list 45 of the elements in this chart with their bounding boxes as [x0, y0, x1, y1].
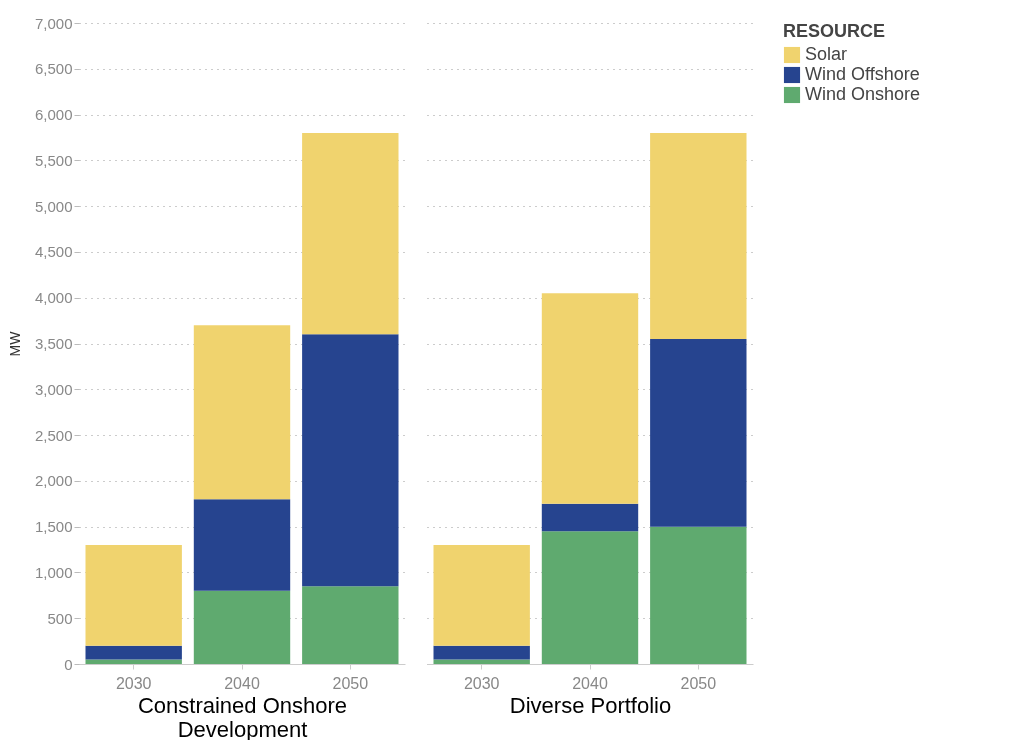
- y-tick-label: 4,000: [34, 289, 73, 307]
- y-tick-label: 0: [64, 655, 73, 673]
- bar: [85, 659, 182, 664]
- bar: [541, 503, 639, 532]
- legend-label: Solar: [805, 44, 848, 64]
- x-tick-label: 2040: [572, 674, 608, 692]
- bar: [433, 544, 530, 646]
- bar: [302, 334, 399, 587]
- bar: [85, 645, 182, 660]
- x-tick-label: 2050: [680, 674, 717, 692]
- legend-label: Wind Offshore: [805, 64, 920, 84]
- y-tick-label: 2,500: [34, 426, 73, 444]
- y-axis-title: MW: [6, 330, 23, 357]
- y-tick-label: 5,000: [34, 197, 73, 215]
- y-tick-label: 1,500: [34, 518, 73, 536]
- y-tick-label: 4,500: [34, 243, 73, 261]
- bar: [193, 325, 291, 500]
- y-tick-label: 3,500: [34, 335, 73, 352]
- y-tick-label: 2,000: [34, 472, 73, 490]
- bar: [302, 586, 399, 664]
- y-tick-label: 6,000: [34, 106, 73, 124]
- bar: [650, 526, 747, 664]
- bar: [85, 544, 182, 646]
- bar: [541, 293, 639, 504]
- x-tick-label: 2030: [463, 674, 500, 692]
- bar: [302, 132, 399, 335]
- bar: [433, 659, 530, 664]
- y-tick-label: 3,000: [34, 380, 73, 398]
- y-tick-label: 500: [47, 609, 73, 627]
- y-tick-label: 7,000: [34, 14, 73, 32]
- bar: [193, 499, 291, 591]
- x-tick-label: 2040: [224, 674, 260, 692]
- x-tick-label: 2050: [332, 674, 369, 692]
- bar: [650, 132, 747, 339]
- legend-label: Wind Onshore: [805, 84, 921, 104]
- y-tick-label: 5,500: [34, 151, 73, 169]
- y-tick-label: 1,000: [34, 563, 73, 581]
- x-axis-title: Diverse Portfolio: [509, 692, 672, 718]
- bar: [541, 531, 639, 664]
- bar: [433, 645, 530, 660]
- legend-title: RESOURCE: [783, 21, 886, 41]
- x-tick-label: 2030: [115, 674, 152, 692]
- bar: [193, 590, 291, 664]
- bar: [650, 338, 747, 527]
- y-tick-label: 6,500: [34, 60, 73, 78]
